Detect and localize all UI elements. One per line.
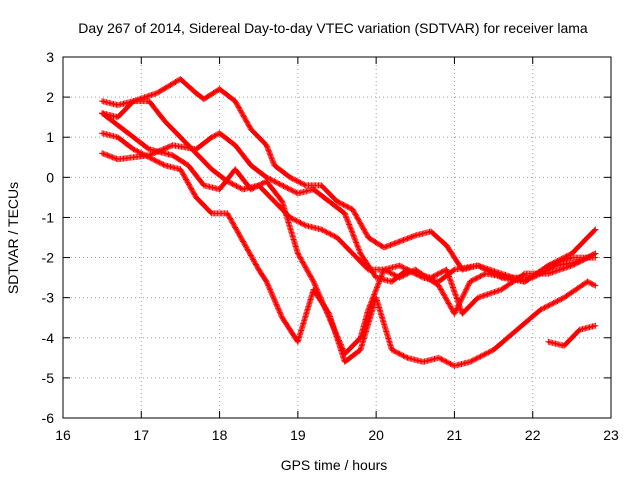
y-tick-label: 2: [46, 89, 54, 105]
y-tick-label: 3: [46, 49, 54, 65]
y-tick-label: -4: [42, 330, 55, 346]
series-markers: [99, 130, 599, 369]
y-tick-label: 0: [46, 169, 54, 185]
y-axis-ticks: -6 -5 -4 -3 -2 -1 0 1 2 3: [42, 49, 611, 426]
plot-border: [62, 56, 612, 419]
y-tick-label: -1: [42, 209, 55, 225]
x-axis-label: GPS time / hours: [281, 457, 388, 473]
y-tick-label: 1: [46, 129, 54, 145]
y-axis-label: SDTVAR / TECUs: [5, 182, 21, 294]
series-track-6: [545, 322, 599, 349]
y-tick-label: -6: [42, 410, 55, 426]
y-tick-label: -3: [42, 290, 55, 306]
x-tick-label: 19: [290, 427, 306, 443]
y-tick-label: -5: [42, 370, 55, 386]
series-markers: [99, 110, 599, 357]
series-markers: [545, 322, 599, 349]
series-markers: [99, 76, 599, 285]
grid-lines: [63, 57, 611, 418]
series-track-4: [99, 130, 599, 369]
x-tick-label: 16: [55, 427, 71, 443]
data-series: [99, 76, 599, 369]
x-tick-label: 18: [212, 427, 228, 443]
x-tick-label: 17: [133, 427, 149, 443]
series-track-1: [99, 76, 599, 285]
x-tick-label: 22: [525, 427, 541, 443]
x-tick-label: 21: [447, 427, 463, 443]
axes-frame: [62, 56, 612, 419]
x-axis-ticks: 16 17 18 19 20 21 22 23: [55, 57, 619, 443]
x-tick-label: 23: [603, 427, 619, 443]
chart-title: Day 267 of 2014, Sidereal Day-to-day VTE…: [78, 20, 588, 36]
y-tick-label: -2: [42, 250, 55, 266]
x-tick-label: 20: [368, 427, 384, 443]
series-track-5: [99, 110, 599, 357]
